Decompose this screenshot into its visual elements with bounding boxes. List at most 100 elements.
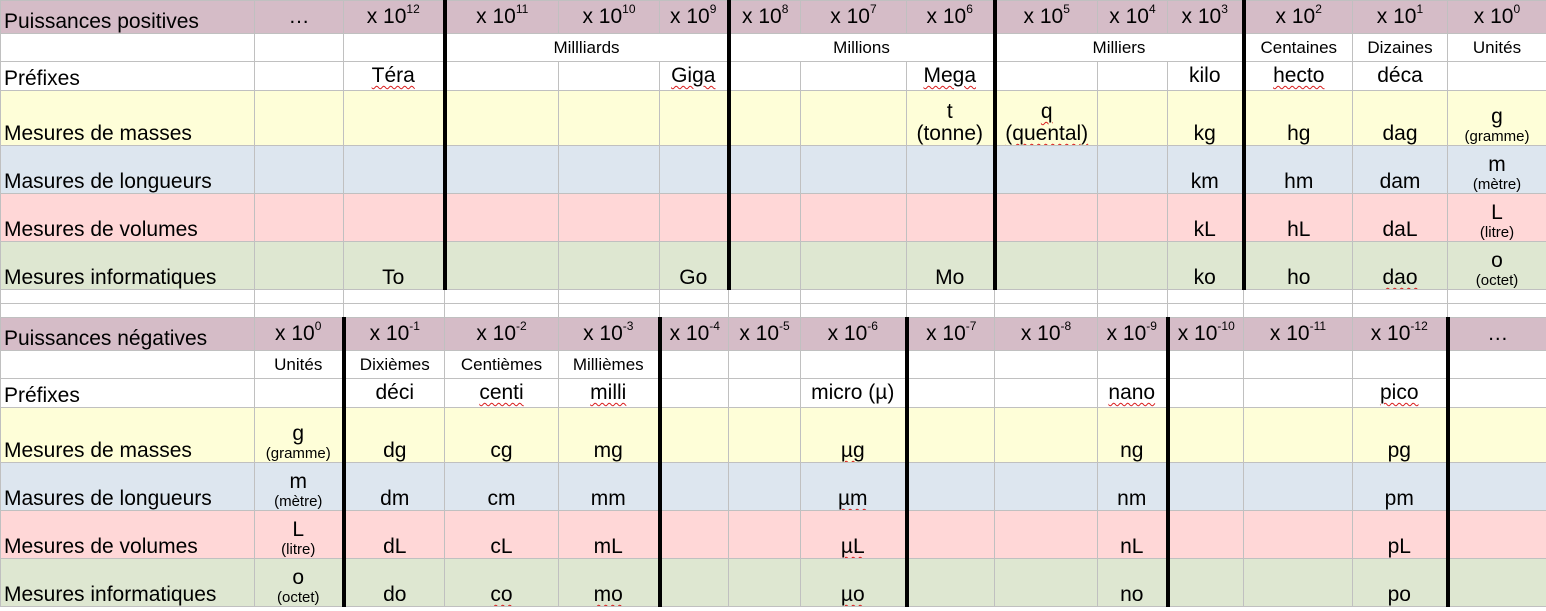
table-cell[interactable]: Mo [906, 241, 995, 290]
table-cell[interactable] [657, 510, 729, 559]
table-cell[interactable]: déca [1352, 61, 1448, 91]
table-cell[interactable] [558, 193, 660, 242]
table-cell[interactable] [558, 145, 660, 194]
table-cell[interactable]: mL [558, 510, 660, 559]
power-cell[interactable]: x 10-8 [994, 317, 1098, 351]
table-cell[interactable]: L (litre) [1447, 193, 1546, 242]
power-cell[interactable]: x 103 [1167, 0, 1244, 34]
table-cell[interactable]: dm [341, 462, 445, 511]
table-cell[interactable]: g (gramme) [254, 407, 344, 463]
table-cell[interactable] [904, 378, 995, 408]
power-cell[interactable]: x 104 [1097, 0, 1168, 34]
power-cell[interactable]: x 10-2 [444, 317, 559, 351]
power-cell[interactable]: x 109 [659, 0, 729, 34]
table-cell[interactable]: no [1097, 558, 1168, 607]
table-cell[interactable]: m (mètre) [254, 462, 344, 511]
table-cell[interactable] [657, 558, 729, 607]
row-label[interactable]: Mesures de volumes [0, 193, 255, 242]
table-cell[interactable] [1165, 407, 1244, 463]
table-cell[interactable]: Unités [1447, 33, 1546, 62]
table-cell[interactable] [1445, 510, 1546, 559]
table-cell[interactable] [1243, 407, 1353, 463]
power-cell[interactable]: x 10-11 [1243, 317, 1353, 351]
empty-cell[interactable] [1447, 289, 1546, 304]
table-cell[interactable] [906, 193, 995, 242]
table-cell[interactable]: Millions [726, 33, 995, 62]
table-cell[interactable]: cg [444, 407, 559, 463]
table-cell[interactable] [659, 193, 729, 242]
table-cell[interactable] [994, 510, 1098, 559]
power-cell[interactable]: x 102 [1241, 0, 1353, 34]
table-cell[interactable] [992, 145, 1098, 194]
table-cell[interactable]: mg [558, 407, 660, 463]
empty-cell[interactable] [1097, 303, 1168, 318]
table-cell[interactable] [1097, 193, 1168, 242]
table-cell[interactable] [657, 378, 729, 408]
table-cell[interactable]: hecto [1241, 61, 1353, 91]
empty-cell[interactable] [728, 303, 801, 318]
table-cell[interactable]: déci [341, 378, 445, 408]
power-cell[interactable]: … [254, 0, 344, 34]
table-cell[interactable]: nano [1097, 378, 1168, 408]
table-cell[interactable]: dao [1352, 241, 1448, 290]
table-cell[interactable]: kL [1167, 193, 1244, 242]
table-cell[interactable] [994, 462, 1098, 511]
table-cell[interactable]: cm [444, 462, 559, 511]
table-cell[interactable]: To [343, 241, 445, 290]
table-cell[interactable]: milli [558, 378, 660, 408]
row-label[interactable]: Préfixes [0, 61, 255, 91]
table-cell[interactable]: Dizaines [1352, 33, 1448, 62]
power-cell[interactable]: x 1010 [558, 0, 660, 34]
table-cell[interactable]: hL [1241, 193, 1353, 242]
table-cell[interactable] [254, 90, 344, 146]
table-cell[interactable] [1243, 378, 1353, 408]
power-cell[interactable]: x 10-9 [1097, 317, 1168, 351]
table-cell[interactable] [1165, 378, 1244, 408]
table-cell[interactable] [726, 90, 801, 146]
row-label[interactable]: Mesures informatiques [0, 558, 255, 607]
table-cell[interactable] [1445, 378, 1546, 408]
table-cell[interactable] [1165, 350, 1244, 379]
table-cell[interactable] [1097, 241, 1168, 290]
table-cell[interactable]: µo [800, 558, 907, 607]
table-cell[interactable] [442, 241, 559, 290]
table-cell[interactable] [1243, 510, 1353, 559]
table-cell[interactable] [994, 407, 1098, 463]
table-cell[interactable] [343, 33, 445, 62]
table-cell[interactable] [343, 90, 445, 146]
table-cell[interactable]: o (octet) [254, 558, 344, 607]
table-cell[interactable] [904, 510, 995, 559]
power-cell[interactable]: x 1012 [343, 0, 445, 34]
empty-cell[interactable] [343, 289, 445, 304]
table-cell[interactable] [1243, 350, 1353, 379]
empty-cell[interactable] [558, 303, 660, 318]
table-cell[interactable]: Mega [906, 61, 995, 91]
table-cell[interactable]: pg [1352, 407, 1448, 463]
table-cell[interactable] [726, 241, 801, 290]
table-cell[interactable]: do [341, 558, 445, 607]
power-cell[interactable]: x 10-12 [1352, 317, 1448, 351]
table-cell[interactable] [558, 61, 660, 91]
table-cell[interactable] [728, 407, 801, 463]
empty-cell[interactable] [1352, 303, 1448, 318]
table-cell[interactable] [904, 350, 995, 379]
row-label[interactable]: Préfixes [0, 378, 255, 408]
table-cell[interactable]: L (litre) [254, 510, 344, 559]
empty-cell[interactable] [994, 289, 1098, 304]
table-cell[interactable] [992, 193, 1098, 242]
table-cell[interactable]: km [1167, 145, 1244, 194]
table-cell[interactable] [442, 90, 559, 146]
table-cell[interactable]: µL [800, 510, 907, 559]
table-cell[interactable]: nL [1097, 510, 1168, 559]
table-cell[interactable] [1165, 558, 1244, 607]
table-cell[interactable]: nm [1097, 462, 1168, 511]
table-cell[interactable]: ng [1097, 407, 1168, 463]
table-cell[interactable]: Centièmes [444, 350, 559, 379]
table-cell[interactable]: Giga [659, 61, 729, 91]
table-cell[interactable] [1445, 462, 1546, 511]
table-cell[interactable]: mo [558, 558, 660, 607]
table-cell[interactable]: m (mètre) [1447, 145, 1546, 194]
table-cell[interactable] [994, 378, 1098, 408]
table-cell[interactable] [657, 462, 729, 511]
table-cell[interactable] [657, 350, 729, 379]
